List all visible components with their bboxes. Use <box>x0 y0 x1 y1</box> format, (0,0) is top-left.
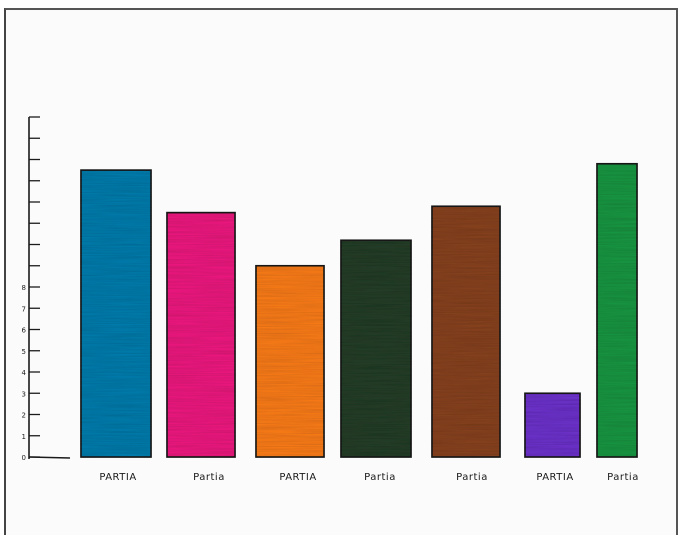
bar-1 <box>80 169 152 458</box>
y-tick-label-1: 1 <box>22 433 26 441</box>
bar-6 <box>524 392 581 458</box>
bar-3 <box>255 264 325 458</box>
y-tick-label-5: 5 <box>22 348 26 356</box>
bar-4 <box>340 239 412 458</box>
bar-5 <box>431 205 501 458</box>
bar-2 <box>166 211 236 458</box>
y-tick-label-7: 7 <box>22 305 26 313</box>
x-label-1: PARTIA <box>99 472 136 483</box>
x-axis-labels: PARTIA Partia PARTIA Partia Partia PARTIA Part… <box>99 472 639 483</box>
y-tick-label-2: 2 <box>22 412 26 420</box>
y-tick-label-6: 6 <box>22 327 27 335</box>
y-tick-label-8: 8 <box>22 284 26 292</box>
bars <box>80 162 638 458</box>
y-tick-label-0: 0 <box>22 454 26 462</box>
y-axis: 0 1 2 3 4 5 6 7 8 <box>22 116 71 462</box>
y-tick-label-4: 4 <box>22 369 27 377</box>
x-label-7: Partia <box>607 472 639 483</box>
y-tick-label-3: 3 <box>22 390 26 398</box>
x-label-3: PARTIA <box>279 472 316 483</box>
x-label-5: Partia <box>456 472 488 483</box>
x-label-6: PARTIA <box>536 472 573 483</box>
bar-7 <box>596 162 638 458</box>
x-label-2: Partia <box>193 472 225 483</box>
x-label-4: Partia <box>364 472 396 483</box>
